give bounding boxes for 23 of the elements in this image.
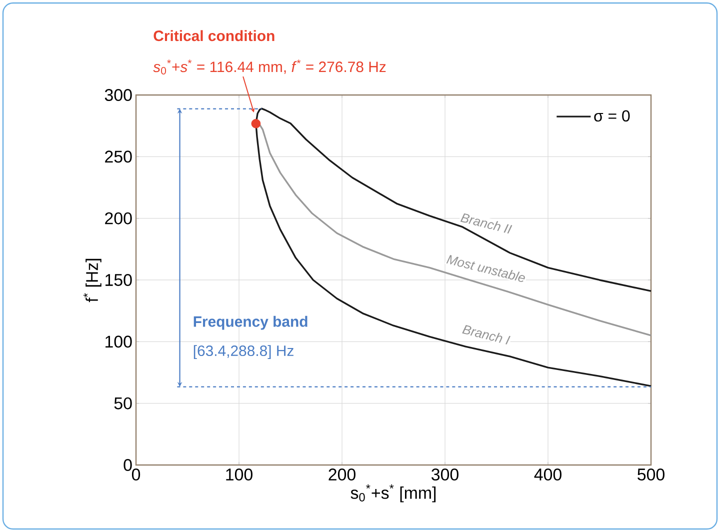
x-tick-label: 100 bbox=[226, 468, 252, 481]
y-axis-title: f$^{*}$ [Hz] bbox=[83, 258, 102, 302]
y-tick-label: 150 bbox=[106, 274, 132, 286]
y-tick-label: 50 bbox=[114, 397, 132, 410]
annotation: Branch II bbox=[460, 213, 512, 234]
x-tick-label: 200 bbox=[328, 468, 356, 481]
text: s$_{0}$$^{*}$+s$^{*}$ = 116.44 mm, f$^{*}$ = 276.78 Hz bbox=[153, 60, 386, 74]
y-tick-label: 100 bbox=[106, 336, 132, 348]
x-axis-title: s$_{0}$$^{*}$+s$^{*}$ [mm] bbox=[350, 484, 436, 502]
annotation: Branch I bbox=[462, 325, 510, 344]
y-tick-label: 250 bbox=[105, 150, 132, 163]
x-tick-label: 400 bbox=[534, 468, 562, 481]
annotation: Frequency band bbox=[194, 316, 308, 330]
annotation: Most unstable bbox=[446, 255, 525, 282]
y-tick-label: 200 bbox=[105, 212, 132, 224]
annotation: [63.4,288.8] Hz bbox=[194, 345, 294, 359]
x-tick-label: 300 bbox=[432, 468, 458, 481]
x-tick-label: 0 bbox=[132, 468, 140, 481]
legend-label: σ = 0 bbox=[594, 110, 630, 122]
x-tick-label: 500 bbox=[638, 468, 664, 481]
text: Critical condition bbox=[154, 30, 274, 42]
y-tick-label: 0 bbox=[124, 458, 132, 471]
y-tick-label: 300 bbox=[104, 88, 132, 101]
